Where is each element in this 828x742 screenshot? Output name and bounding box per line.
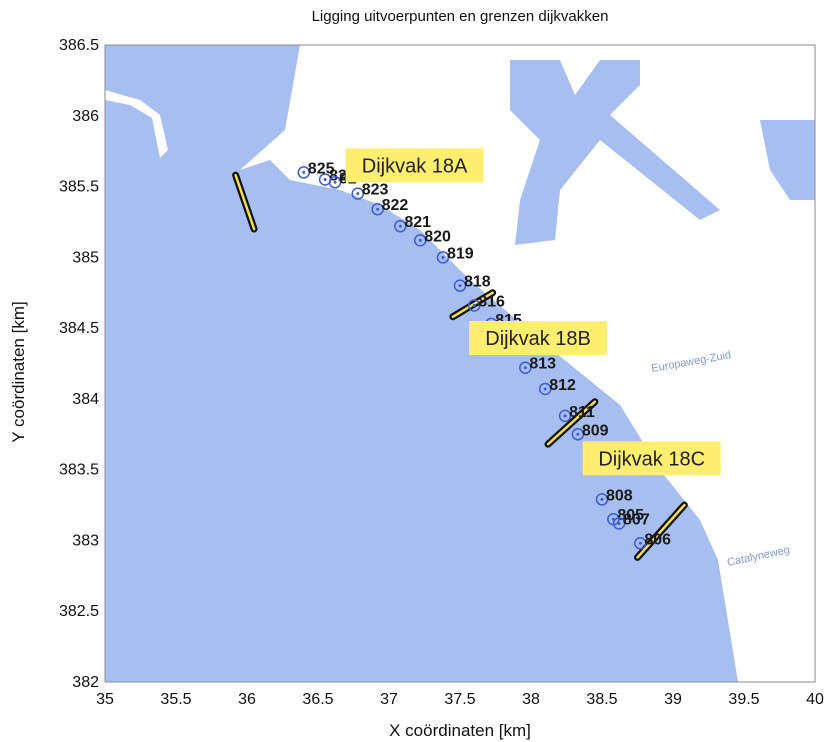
output-point-label: 807 [623, 511, 650, 528]
section-boundary-highlight [546, 400, 597, 446]
harbour-basin [510, 60, 720, 245]
output-point-label: 816 [478, 293, 505, 310]
x-tick-label: 40 [806, 691, 824, 708]
output-point-center [617, 521, 621, 525]
land-mainland [240, 45, 815, 682]
output-point-marker [612, 517, 626, 530]
section-boundaries [232, 171, 688, 561]
output-point-marker [519, 361, 532, 374]
section-labels: Dijkvak 18A Dijkvak 18B Dijkvak 18C [345, 148, 721, 476]
x-tick-label: 39 [664, 691, 682, 708]
y-tick-label: 385 [72, 249, 99, 266]
map-background: Europaweg-Zuid Catalyneweg [105, 45, 815, 682]
output-points: 8258248282382282182081981881681581481381… [297, 160, 671, 550]
x-tick-label: 39.5 [728, 691, 759, 708]
section-boundary-highlight [451, 291, 494, 319]
x-tick-label: 37.5 [444, 691, 475, 708]
output-point-marker [634, 537, 647, 550]
y-tick-label: 384.5 [59, 320, 99, 337]
output-point-label: 811 [569, 404, 595, 421]
output-point-label: 806 [644, 531, 671, 548]
y-tick-label: 382 [72, 674, 99, 691]
section-boundary-highlight [234, 173, 256, 231]
x-tick-label: 36 [238, 691, 256, 708]
output-point-center [600, 497, 604, 501]
y-tick-label: 382.5 [59, 603, 99, 620]
inlet [640, 490, 675, 525]
x-tick-label: 36.5 [302, 691, 333, 708]
output-point-center [458, 284, 462, 288]
output-point-label: 819 [447, 245, 474, 262]
output-point-center [398, 224, 402, 228]
section-label-text: Dijkvak 18A [362, 155, 468, 177]
x-axis-ticks: 35 35.5 36 36.5 37 37.5 38 38.5 39 39.5 40 [96, 691, 824, 708]
plot-frame [104, 44, 816, 683]
output-point-marker [371, 202, 384, 216]
output-point-label: 812 [549, 377, 576, 394]
output-point-label: 809 [582, 422, 609, 439]
land-breakwater [105, 90, 168, 158]
output-point-label: 818 [464, 274, 491, 291]
output-point-marker [413, 234, 427, 247]
output-point-label: 821 [404, 214, 431, 231]
output-point-center [563, 414, 567, 418]
y-tick-label: 383.5 [59, 462, 99, 479]
output-point-label: 825 [308, 160, 335, 177]
output-point-marker [297, 166, 311, 179]
output-point-center [376, 207, 380, 211]
output-point-center [302, 170, 306, 174]
output-point-label: 813 [529, 356, 556, 373]
output-point-label: 823 [362, 182, 389, 199]
output-point-center [441, 255, 445, 259]
y-tick-label: 383 [72, 532, 99, 549]
output-point-center [356, 192, 360, 196]
section-label-box [469, 321, 608, 356]
y-axis-label: Y coördinaten [km] [9, 301, 28, 442]
output-point-center [418, 238, 422, 242]
output-point-marker [571, 428, 585, 441]
section-label-box [345, 148, 484, 183]
output-point-marker [558, 409, 572, 423]
y-tick-label: 385.5 [59, 179, 99, 196]
output-point-marker [351, 187, 365, 200]
x-tick-label: 35.5 [160, 691, 191, 708]
x-tick-label: 38 [522, 691, 540, 708]
y-tick-label: 384 [72, 391, 99, 408]
output-point-center [543, 387, 547, 391]
section-boundary-highlight [636, 503, 686, 559]
output-point-marker [436, 251, 450, 264]
section-label-box [582, 441, 721, 476]
x-tick-label: 37 [380, 691, 398, 708]
output-point-marker [453, 279, 467, 292]
output-point-label: 820 [424, 228, 451, 245]
output-point-marker [595, 493, 609, 506]
output-point-label: 822 [382, 197, 409, 214]
section-label-text: Dijkvak 18C [598, 448, 705, 470]
output-point-marker [467, 299, 481, 312]
output-point-center [576, 432, 580, 436]
x-tick-label: 38.5 [586, 691, 617, 708]
output-point-center [323, 177, 327, 181]
section-label-text: Dijkvak 18B [485, 328, 591, 350]
y-tick-label: 386.5 [59, 37, 99, 54]
output-point-label: 808 [606, 487, 633, 504]
x-axis-label: X coördinaten [km] [389, 721, 531, 740]
output-point-marker [328, 176, 342, 189]
harbour-basin-2 [760, 120, 815, 200]
output-point-center [638, 541, 642, 545]
output-point-marker [394, 219, 407, 233]
output-point-center [472, 303, 476, 307]
x-tick-label: 35 [96, 691, 114, 708]
output-point-center [523, 366, 527, 370]
output-point-center [333, 180, 337, 184]
y-axis-ticks: 382 382.5 383 383.5 384 384.5 385 385.5 386 386.5 [59, 37, 99, 691]
output-point-marker [538, 382, 552, 396]
map-title: Ligging uitvoerpunten en grenzen dijkvak… [311, 8, 609, 25]
y-tick-label: 386 [72, 108, 99, 125]
